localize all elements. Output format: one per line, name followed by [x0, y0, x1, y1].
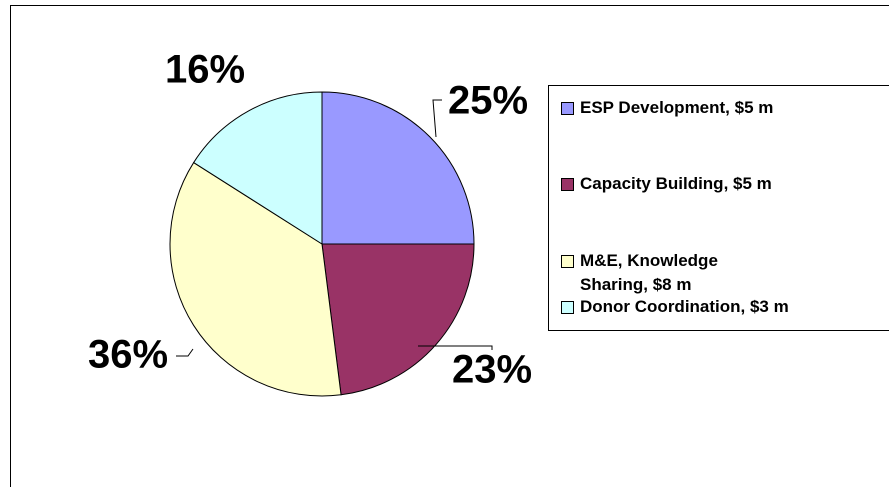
legend-label: Donor Coordination, $3 m [580, 297, 789, 316]
legend-swatch [561, 301, 574, 314]
legend-label: Capacity Building, $5 m [580, 174, 772, 193]
legend-swatch [561, 255, 574, 268]
legend-label: ESP Development, $5 m [580, 98, 774, 117]
data-label: 25% [448, 79, 528, 123]
pie-slice [169, 161, 342, 397]
legend-box [548, 85, 889, 331]
pie-slice [192, 91, 323, 245]
leader-line [418, 345, 493, 350]
pie-slice [321, 243, 475, 396]
legend-swatch [561, 102, 574, 115]
leader-line [432, 99, 442, 138]
leader-line [176, 348, 194, 357]
data-label: 16% [165, 48, 245, 92]
pie-slice [321, 91, 475, 245]
legend-label: M&E, Knowledge Sharing, $8 m [580, 251, 718, 294]
legend-swatch [561, 178, 574, 191]
data-label: 36% [88, 333, 168, 377]
data-label: 23% [452, 348, 532, 392]
